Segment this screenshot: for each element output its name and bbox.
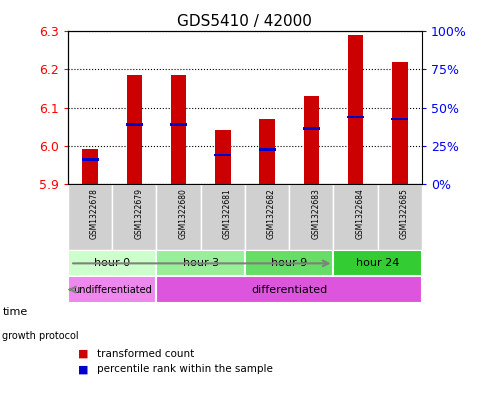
Bar: [259, 119, 274, 184]
Text: percentile rank within the sample: percentile rank within the sample: [97, 364, 272, 375]
Text: undifferentiated: undifferentiated: [73, 285, 151, 294]
Bar: [244, 184, 288, 250]
Bar: [391, 118, 408, 120]
Text: differentiated: differentiated: [251, 285, 327, 294]
Text: hour 3: hour 3: [182, 258, 218, 268]
Bar: [214, 130, 230, 184]
Bar: [81, 158, 98, 161]
Bar: [288, 184, 333, 250]
Bar: [170, 75, 186, 184]
Bar: [200, 184, 244, 250]
Bar: [82, 149, 98, 184]
Text: GSM1322684: GSM1322684: [355, 188, 364, 239]
Text: GSM1322679: GSM1322679: [134, 188, 143, 239]
Bar: [170, 123, 187, 126]
Text: time: time: [2, 307, 28, 318]
Bar: [333, 250, 421, 276]
Bar: [68, 276, 156, 303]
Bar: [156, 184, 200, 250]
Text: growth protocol: growth protocol: [2, 331, 79, 341]
Bar: [377, 184, 421, 250]
Text: ■: ■: [77, 364, 88, 375]
Bar: [258, 148, 275, 151]
Bar: [156, 250, 244, 276]
Text: GSM1322678: GSM1322678: [90, 188, 99, 239]
Bar: [68, 250, 156, 276]
Bar: [125, 123, 142, 126]
Bar: [156, 276, 421, 303]
Text: GSM1322685: GSM1322685: [399, 188, 408, 239]
Bar: [302, 127, 319, 130]
Bar: [347, 35, 363, 184]
Text: GSM1322683: GSM1322683: [311, 188, 319, 239]
Text: ■: ■: [77, 349, 88, 359]
Bar: [244, 250, 333, 276]
Text: GSM1322682: GSM1322682: [267, 188, 275, 239]
Text: GSM1322681: GSM1322681: [222, 188, 231, 239]
Title: GDS5410 / 42000: GDS5410 / 42000: [177, 14, 312, 29]
Text: hour 0: hour 0: [94, 258, 130, 268]
Text: hour 24: hour 24: [355, 258, 398, 268]
Bar: [68, 184, 112, 250]
Text: GSM1322680: GSM1322680: [178, 188, 187, 239]
Bar: [333, 184, 377, 250]
Bar: [391, 62, 407, 184]
Bar: [126, 75, 142, 184]
Bar: [214, 154, 231, 156]
Text: hour 9: hour 9: [271, 258, 307, 268]
Text: transformed count: transformed count: [97, 349, 194, 359]
Bar: [303, 96, 318, 184]
Bar: [347, 116, 363, 118]
Bar: [112, 184, 156, 250]
